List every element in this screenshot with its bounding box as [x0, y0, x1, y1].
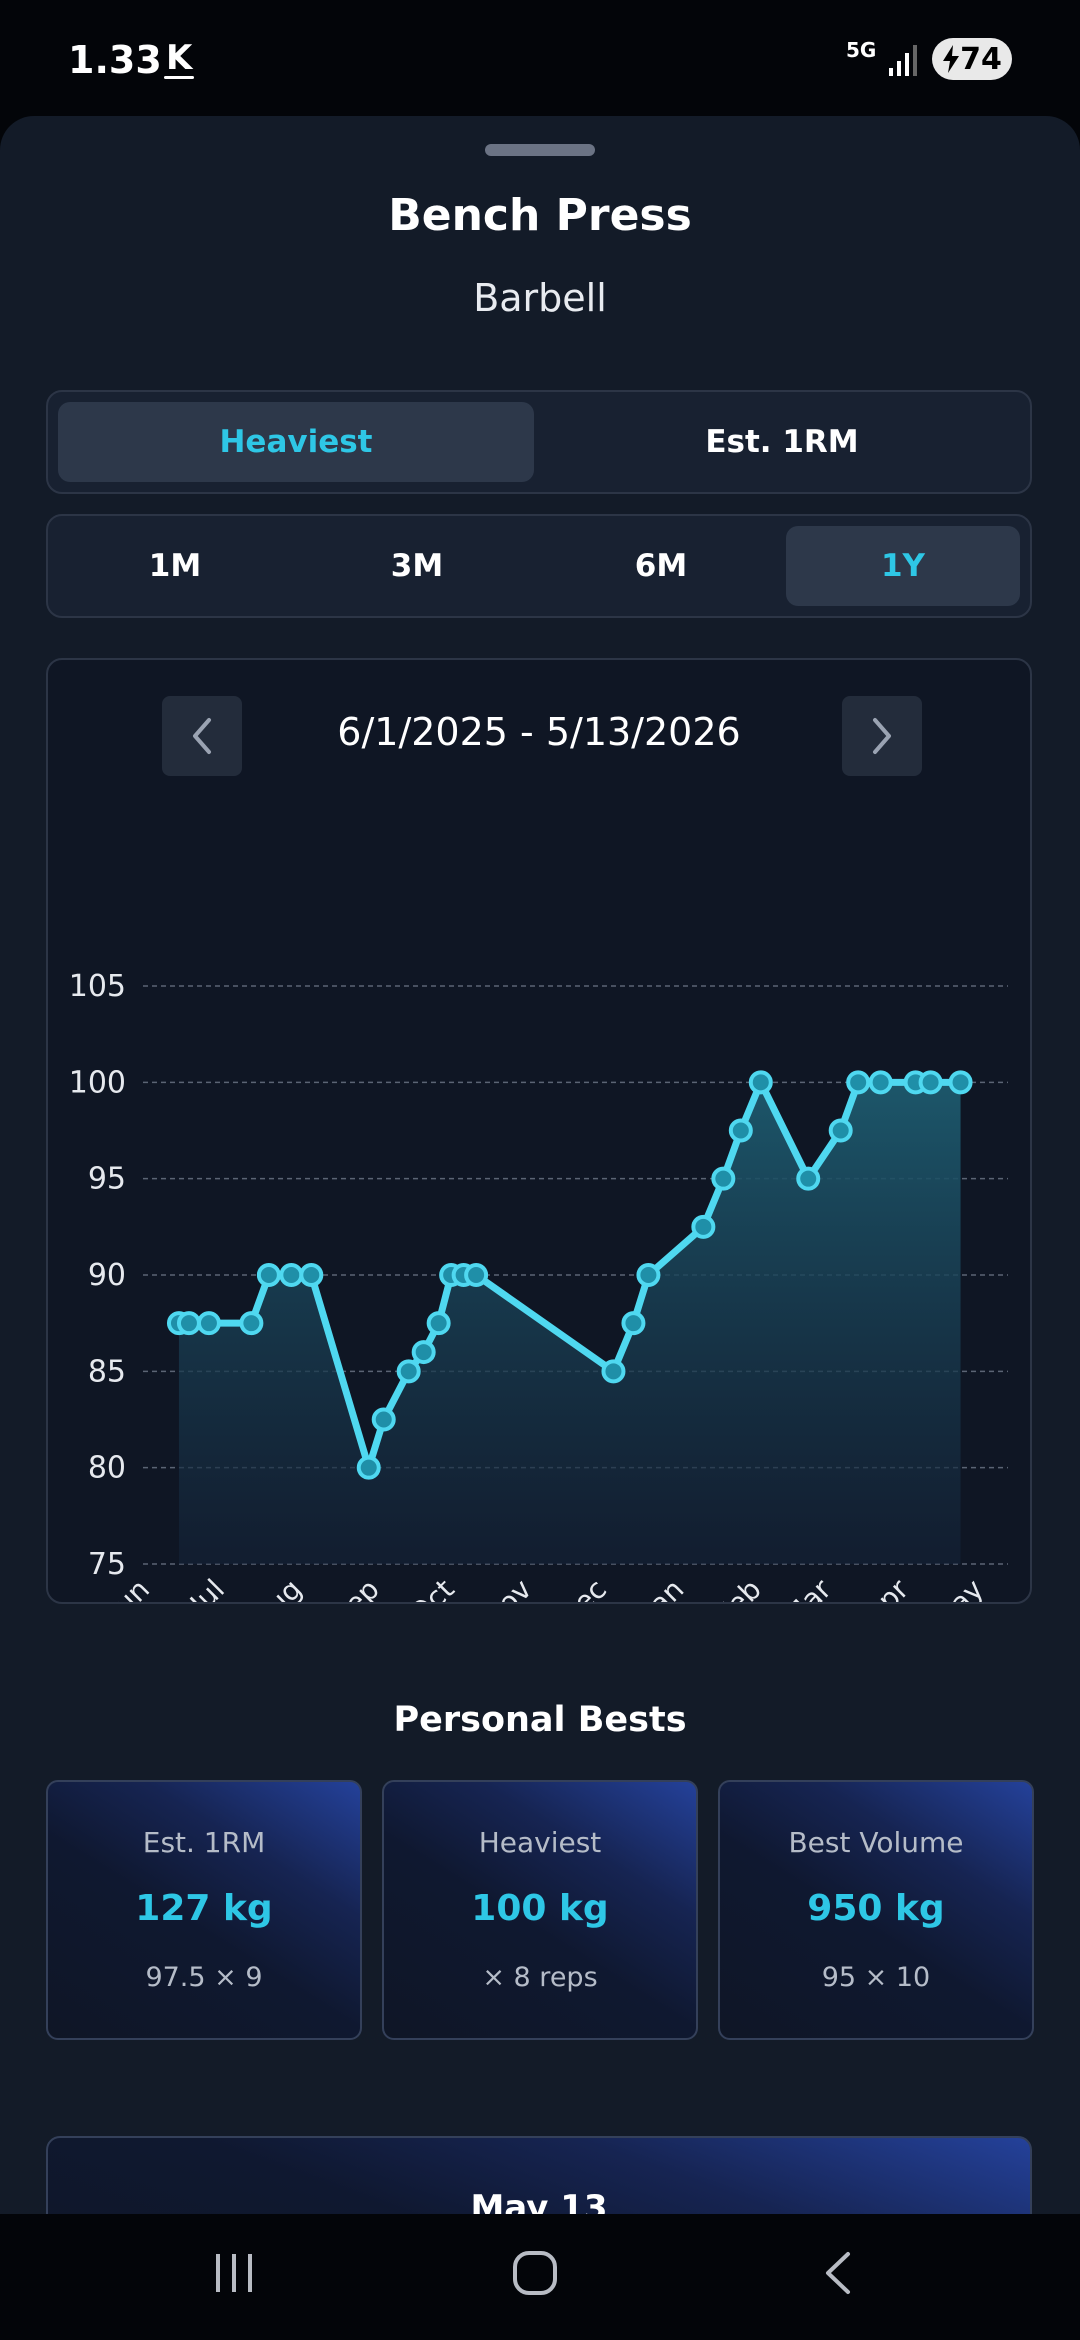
data-point[interactable] — [356, 1455, 381, 1480]
pb-card-est-1rm: Est. 1RM 127 kg 97.5 × 9 — [46, 1780, 362, 2040]
y-tick-label: 95 — [88, 1162, 126, 1197]
tab-est-1rm[interactable]: Est. 1RM — [705, 424, 859, 460]
battery-icon: 74 — [932, 38, 1012, 80]
tab-heaviest[interactable]: Heaviest — [58, 402, 534, 482]
data-point[interactable] — [256, 1263, 281, 1287]
metric-selector: Heaviest Est. 1RM — [46, 390, 1032, 494]
x-tick-label: Feb — [709, 1573, 767, 1602]
exercise-sheet: Bench Press Barbell Heaviest Est. 1RM 1M… — [0, 116, 1080, 2216]
x-tick-label: Jan — [635, 1573, 690, 1602]
recent-apps-icon[interactable] — [212, 2248, 256, 2298]
personal-bests-title: Personal Bests — [393, 1700, 687, 1740]
pb-value: 100 kg — [471, 1888, 609, 1929]
chevron-left-icon — [193, 718, 211, 754]
pb-detail: 97.5 × 9 — [145, 1962, 263, 1993]
data-point[interactable] — [426, 1311, 451, 1336]
data-point[interactable] — [279, 1263, 304, 1287]
data-point[interactable] — [299, 1263, 324, 1287]
x-tick-label: Dec — [551, 1573, 613, 1602]
pb-value: 950 kg — [807, 1888, 945, 1929]
signal-icon — [889, 45, 917, 76]
y-tick-label: 90 — [88, 1258, 126, 1293]
data-point[interactable] — [239, 1311, 264, 1336]
weight-progress-chart: 7580859095100105JunJulAugSepOctNovDecJan… — [69, 969, 1008, 1602]
pb-label: Best Volume — [788, 1826, 964, 1859]
pb-card-best-volume: Best Volume 950 kg 95 × 10 — [718, 1780, 1034, 2040]
tab-1m[interactable]: 1M — [148, 548, 202, 584]
x-tick-label: Apr — [858, 1572, 916, 1602]
data-point[interactable] — [636, 1263, 661, 1287]
network-5g-icon: 5G — [846, 38, 877, 62]
data-point[interactable] — [621, 1311, 646, 1336]
pb-value: 127 kg — [135, 1888, 273, 1929]
previous-range-button[interactable] — [162, 696, 242, 776]
pb-label: Est. 1RM — [142, 1826, 266, 1859]
data-point[interactable] — [846, 1070, 871, 1095]
x-tick-label: Oct — [403, 1573, 461, 1602]
data-point[interactable] — [796, 1166, 821, 1191]
y-tick-label: 75 — [88, 1547, 126, 1582]
chart-card: 6/1/2025 - 5/13/2026 75 80 85 90 95 100 105 Jun… — [46, 658, 1032, 1604]
history-entry-date: May 13 — [470, 2188, 608, 2216]
data-point[interactable] — [371, 1407, 396, 1432]
data-point[interactable] — [728, 1118, 753, 1143]
back-icon[interactable] — [818, 2248, 858, 2298]
data-point[interactable] — [411, 1340, 436, 1365]
data-point[interactable] — [196, 1311, 221, 1336]
data-point[interactable] — [176, 1311, 201, 1336]
home-icon[interactable] — [510, 2248, 560, 2298]
x-tick-label: May — [926, 1573, 990, 1602]
k-app-icon: K — [166, 38, 193, 78]
chevron-right-icon — [873, 718, 891, 754]
tab-6m[interactable]: 6M — [634, 548, 688, 584]
sheet-drag-handle[interactable] — [485, 144, 595, 156]
y-tick-label: 85 — [88, 1354, 126, 1389]
y-tick-label: 105 — [69, 969, 126, 1004]
x-tick-label: Mar — [777, 1572, 838, 1602]
y-tick-label: 100 — [69, 1065, 126, 1100]
data-point[interactable] — [748, 1070, 773, 1095]
area-fill — [178, 1082, 961, 1564]
system-nav-bar — [0, 2214, 1080, 2340]
status-time: 1.33 — [68, 38, 162, 82]
data-point[interactable] — [828, 1118, 853, 1143]
tab-1y[interactable]: 1Y — [786, 526, 1020, 606]
k-app-icon-underline — [164, 76, 194, 79]
pb-detail: 95 × 10 — [821, 1962, 931, 1993]
tab-3m[interactable]: 3M — [390, 548, 444, 584]
exercise-equipment: Barbell — [473, 276, 607, 320]
x-tick-label: Nov — [476, 1573, 538, 1602]
exercise-title: Bench Press — [388, 190, 692, 241]
pb-card-heaviest: Heaviest 100 kg × 8 reps — [382, 1780, 698, 2040]
status-bar: 1.33 K 5G 74 — [0, 0, 1080, 116]
data-point[interactable] — [396, 1359, 421, 1384]
history-entry-card[interactable]: May 13 — [46, 2136, 1032, 2216]
next-range-button[interactable] — [842, 696, 922, 776]
x-tick-label: Jul — [182, 1573, 231, 1602]
x-tick-label: Aug — [246, 1573, 308, 1602]
pb-detail: × 8 reps — [482, 1962, 598, 1993]
pb-label: Heaviest — [478, 1826, 602, 1859]
data-point[interactable] — [691, 1214, 716, 1239]
data-point[interactable] — [711, 1166, 736, 1191]
date-range-label: 6/1/2025 - 5/13/2026 — [337, 710, 741, 754]
y-tick-label: 80 — [88, 1451, 126, 1486]
data-point[interactable] — [918, 1070, 943, 1095]
range-selector: 1M 3M 6M 1Y — [46, 514, 1032, 618]
data-point[interactable] — [601, 1359, 626, 1384]
data-point[interactable] — [464, 1263, 489, 1287]
x-tick-label: Sep — [325, 1573, 386, 1602]
data-point[interactable] — [948, 1070, 973, 1095]
charging-bolt-icon — [943, 45, 960, 73]
battery-level: 74 — [960, 41, 1002, 77]
data-point[interactable] — [868, 1070, 893, 1095]
